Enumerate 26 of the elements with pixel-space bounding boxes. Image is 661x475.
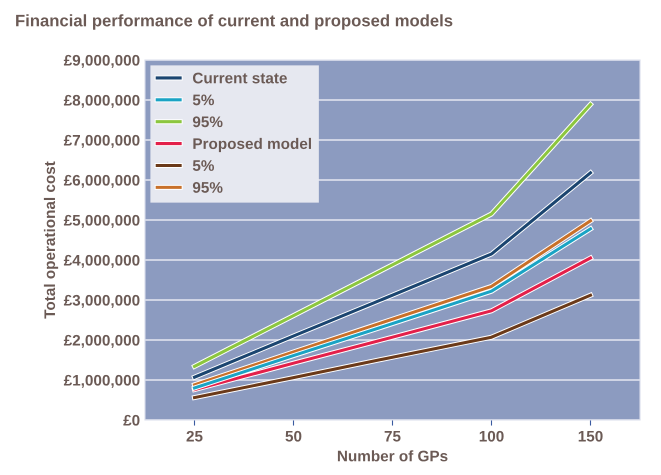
line-series xyxy=(192,170,593,380)
y-tick-label: £7,000,000 xyxy=(64,134,140,148)
legend-label: Current state xyxy=(192,72,287,84)
x-tick-label: 150 xyxy=(578,430,603,442)
y-tick-label: £6,000,000 xyxy=(64,174,140,188)
x-tick-label: 50 xyxy=(285,430,302,442)
y-tick-label: £0 xyxy=(123,414,140,426)
y-tick-label: £8,000,000 xyxy=(64,94,140,108)
x-tick-label: 75 xyxy=(384,430,401,442)
legend-label: 5% xyxy=(192,160,214,171)
legend-label: 95% xyxy=(192,116,223,128)
x-tick-label: 25 xyxy=(186,430,203,442)
y-tick-label: £9,000,000 xyxy=(64,54,140,68)
legend-label: Proposed model xyxy=(193,138,311,152)
x-axis-title: Number of GPs xyxy=(338,450,448,462)
line-series xyxy=(192,292,593,400)
y-tick-label: £1,000,000 xyxy=(64,374,140,388)
y-tick-label: £3,000,000 xyxy=(64,294,140,308)
y-tick-label: £2,000,000 xyxy=(64,334,140,348)
legend-label: 5% xyxy=(192,94,214,106)
chart-title: Financial performance of current and proposed models xyxy=(16,14,452,30)
y-tick-label: £4,000,000 xyxy=(64,254,140,268)
x-tick-label: 100 xyxy=(480,430,504,442)
y-axis-title: Total operational cost xyxy=(44,161,58,319)
legend-label: 95% xyxy=(192,182,223,193)
y-tick-label: £5,000,000 xyxy=(64,214,140,228)
